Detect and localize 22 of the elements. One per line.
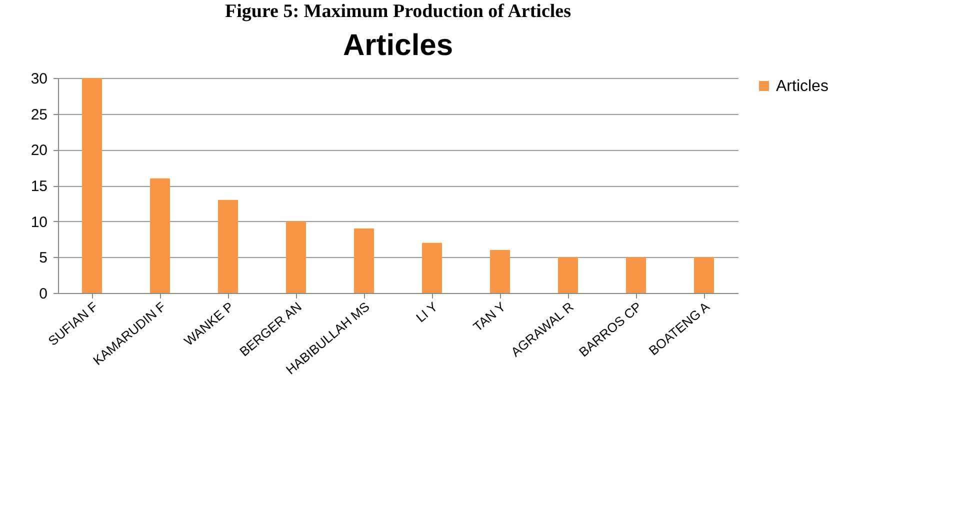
- bar: [218, 200, 238, 293]
- bar: [558, 257, 578, 293]
- x-tick-label: TAN Y: [470, 298, 509, 334]
- y-tick-label: 30: [30, 70, 48, 88]
- bar: [82, 78, 102, 293]
- bar: [286, 221, 306, 293]
- bar: [422, 242, 442, 293]
- chart-subtitle: Articles: [342, 29, 454, 62]
- legend-label: Articles: [776, 78, 828, 95]
- bar: [626, 257, 646, 293]
- y-tick-label: 10: [30, 214, 48, 231]
- bar: [354, 228, 374, 293]
- y-tick-label: 20: [30, 142, 48, 160]
- bar: [694, 257, 714, 293]
- x-tick-label: LI Y: [413, 298, 441, 326]
- y-tick-label: 25: [30, 106, 48, 124]
- y-tick-label: 15: [30, 178, 48, 195]
- bar: [150, 178, 170, 293]
- bar: [490, 250, 510, 293]
- y-tick-label: 0: [39, 286, 48, 302]
- y-tick-label: 5: [39, 250, 48, 267]
- chart-title: Figure 5: Maximum Production of Articles: [225, 1, 571, 22]
